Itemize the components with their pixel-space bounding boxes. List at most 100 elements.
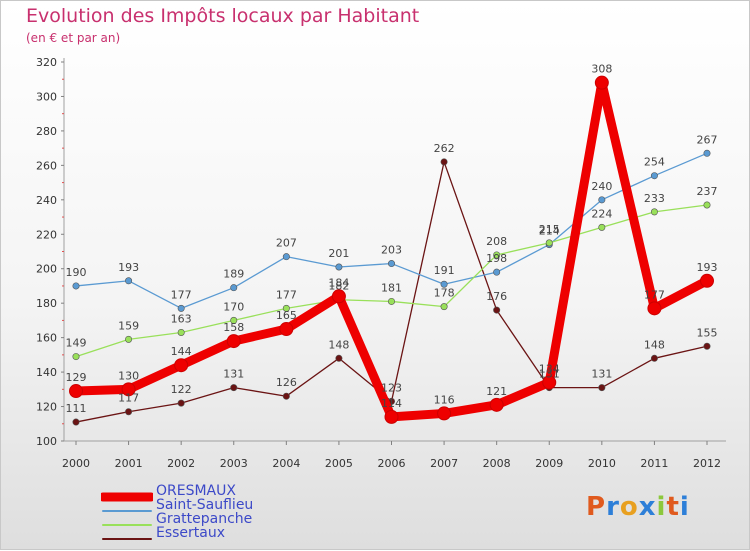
data-point-essertaux (493, 306, 501, 314)
x-tick-label: 2002 (167, 457, 195, 470)
data-label-grattepanche: 181 (381, 281, 402, 294)
data-label-essertaux: 148 (328, 338, 349, 351)
y-tick-label: 180 (36, 297, 57, 310)
data-point-essertaux (230, 384, 238, 392)
data-point-oresmaux (226, 334, 241, 349)
data-point-oresmaux (69, 384, 83, 399)
legend-item-oresmaux: ORESMAUX (101, 483, 361, 502)
data-label-essertaux: 131 (539, 368, 560, 381)
x-tick-label: 2009 (535, 457, 563, 470)
data-label-oresmaux: 165 (276, 309, 297, 322)
data-point-essertaux (125, 408, 133, 416)
data-point-oresmaux (594, 75, 609, 90)
data-label-oresmaux: 184 (328, 276, 349, 289)
data-label-saint-sauflieu: 207 (276, 237, 297, 250)
chart-subtitle: (en € et par an) (26, 31, 121, 45)
data-point-oresmaux (489, 397, 504, 412)
data-point-oresmaux (384, 409, 399, 424)
data-label-saint-sauflieu: 189 (223, 268, 244, 281)
legend: ORESMAUX Saint-Sauflieu Grattepanche Ess… (101, 483, 361, 541)
x-tick-label: 2005 (325, 457, 353, 470)
data-label-essertaux: 176 (486, 290, 507, 303)
x-tick-label: 2010 (588, 457, 616, 470)
data-label-essertaux: 123 (381, 381, 402, 394)
data-point-saint-sauflieu (650, 172, 658, 180)
data-label-essertaux: 117 (118, 392, 139, 405)
data-point-oresmaux (542, 375, 557, 390)
data-point-grattepanche (230, 316, 238, 324)
data-point-grattepanche (387, 297, 395, 305)
data-label-oresmaux: 114 (381, 397, 402, 410)
data-point-oresmaux (174, 358, 189, 373)
data-point-essertaux (335, 354, 343, 362)
data-label-saint-sauflieu: 191 (434, 264, 455, 277)
data-label-essertaux: 122 (171, 383, 192, 396)
data-point-essertaux (650, 354, 658, 362)
data-label-saint-sauflieu: 177 (171, 288, 192, 301)
legend-swatch-essertaux (102, 538, 152, 540)
data-label-saint-sauflieu: 240 (591, 180, 612, 193)
data-point-saint-sauflieu (493, 268, 501, 276)
data-label-essertaux: 148 (644, 338, 665, 351)
data-point-grattepanche (703, 201, 711, 209)
data-label-grattepanche: 163 (171, 312, 192, 325)
data-point-oresmaux (437, 406, 452, 421)
y-tick-label: 280 (36, 125, 57, 138)
data-point-saint-sauflieu (440, 280, 448, 288)
y-tick-label: 220 (36, 228, 57, 241)
legend-swatch-oresmaux (101, 492, 153, 502)
data-label-grattepanche: 215 (539, 223, 560, 236)
y-tick-label: 120 (36, 401, 57, 414)
data-label-grattepanche: 237 (697, 185, 718, 198)
data-label-saint-sauflieu: 254 (644, 156, 665, 169)
data-label-essertaux: 131 (591, 368, 612, 381)
x-tick-label: 2001 (115, 457, 143, 470)
data-point-saint-sauflieu (703, 149, 711, 157)
data-point-essertaux (177, 399, 185, 407)
data-label-oresmaux: 144 (171, 345, 192, 358)
data-point-grattepanche (493, 251, 501, 259)
data-point-oresmaux (279, 322, 294, 337)
data-point-saint-sauflieu (177, 304, 185, 312)
data-label-grattepanche: 182 (328, 280, 349, 293)
data-point-saint-sauflieu (598, 196, 606, 204)
y-tick-label: 200 (36, 263, 57, 276)
y-tick-label: 320 (36, 56, 57, 69)
data-label-essertaux: 111 (66, 402, 87, 415)
data-point-oresmaux (647, 301, 662, 316)
x-tick-label: 2008 (483, 457, 511, 470)
data-label-oresmaux: 193 (697, 261, 718, 274)
legend-swatch-grattepanche (102, 524, 152, 526)
data-label-essertaux: 126 (276, 376, 297, 389)
legend-item-grattepanche: Grattepanche (101, 511, 361, 527)
data-point-grattepanche (177, 328, 185, 336)
data-label-saint-sauflieu: 193 (118, 261, 139, 274)
data-point-saint-sauflieu (230, 284, 238, 292)
data-label-oresmaux: 129 (66, 371, 87, 384)
legend-swatch-saint-sauflieu (102, 510, 152, 512)
x-tick-label: 2012 (693, 457, 721, 470)
data-label-grattepanche: 224 (591, 207, 612, 220)
data-label-saint-sauflieu: 267 (697, 133, 718, 146)
data-point-grattepanche (598, 223, 606, 231)
y-tick-label: 140 (36, 366, 57, 379)
x-tick-label: 2011 (640, 457, 668, 470)
data-label-grattepanche: 170 (223, 300, 244, 313)
data-label-saint-sauflieu: 190 (66, 266, 87, 279)
data-point-grattepanche (72, 353, 80, 361)
legend-item-saint-sauflieu: Saint-Sauflieu (101, 497, 361, 513)
data-label-essertaux: 262 (434, 142, 455, 155)
legend-label-grattepanche: Grattepanche (156, 511, 253, 527)
data-point-oresmaux (700, 273, 714, 288)
data-label-grattepanche: 177 (276, 288, 297, 301)
data-label-oresmaux: 177 (644, 288, 665, 301)
x-tick-label: 2007 (430, 457, 458, 470)
data-point-saint-sauflieu (387, 260, 395, 268)
data-point-saint-sauflieu (125, 277, 133, 285)
data-label-oresmaux: 130 (118, 369, 139, 382)
data-label-oresmaux: 121 (486, 385, 507, 398)
data-point-grattepanche (282, 304, 290, 312)
y-tick-label: 160 (36, 332, 57, 345)
data-label-grattepanche: 159 (118, 319, 139, 332)
